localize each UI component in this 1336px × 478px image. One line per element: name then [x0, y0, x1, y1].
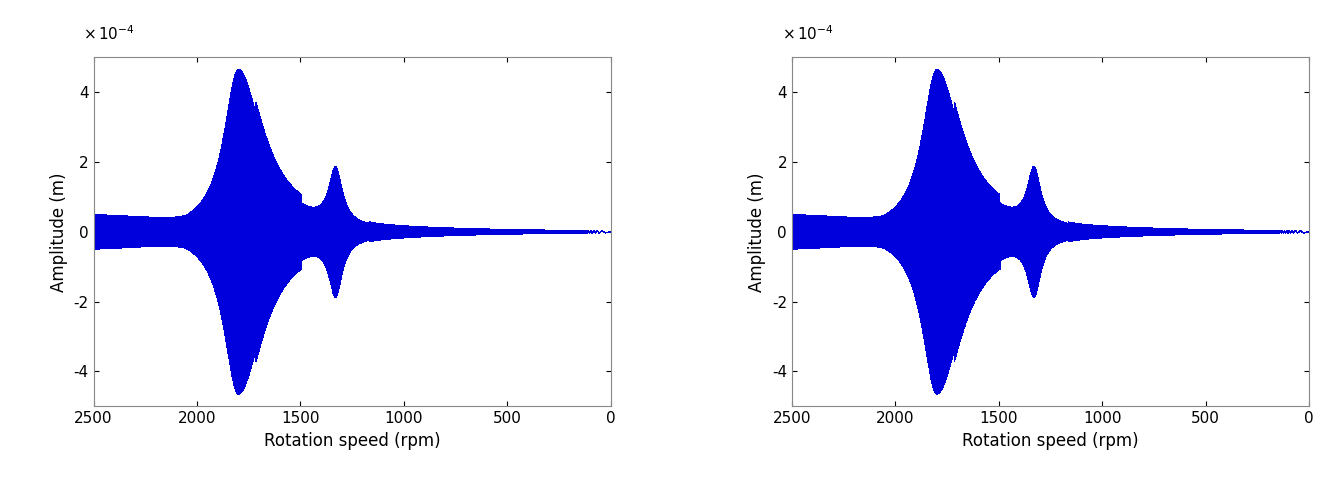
Text: $\times\,10^{-4}$: $\times\,10^{-4}$ [83, 25, 135, 43]
X-axis label: Rotation speed (rpm): Rotation speed (rpm) [962, 432, 1138, 450]
X-axis label: Rotation speed (rpm): Rotation speed (rpm) [265, 432, 441, 450]
Y-axis label: Amplitude (m): Amplitude (m) [748, 172, 767, 292]
Text: $\times\,10^{-4}$: $\times\,10^{-4}$ [782, 25, 834, 43]
Y-axis label: Amplitude (m): Amplitude (m) [49, 172, 68, 292]
